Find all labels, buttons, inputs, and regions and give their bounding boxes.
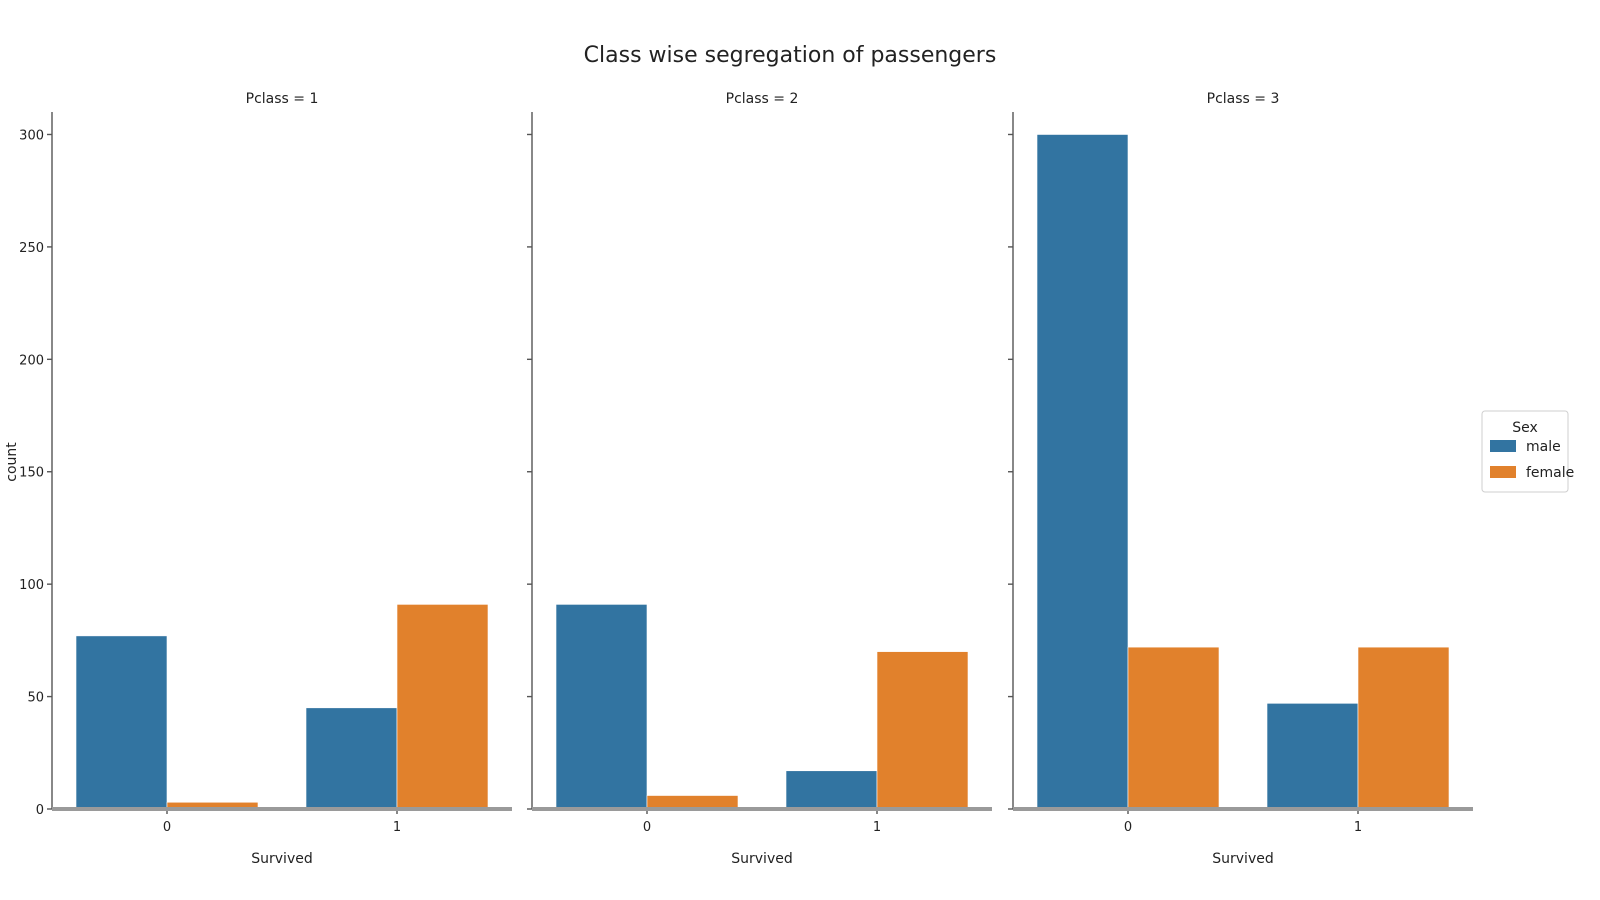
panel-pclass-1: Pclass = 1 0 50 100 150 200 250 300 0 1 Survived	[19, 91, 512, 867]
x-tick-label: 0	[1124, 820, 1132, 835]
bar-female-survived-1	[396, 604, 489, 810]
legend-label-male: male	[1526, 439, 1561, 455]
bar-male-survived-0	[75, 635, 168, 810]
bar-female-survived-0	[1127, 646, 1220, 810]
chart-title: Class wise segregation of passengers	[584, 43, 997, 68]
bar-male-survived-1	[305, 707, 398, 810]
y-tick-label: 100	[19, 578, 44, 593]
panel-pclass-3: Pclass = 3 0 1 Survived	[1008, 91, 1473, 867]
bar-male-survived-0	[555, 604, 648, 810]
legend-label-female: female	[1526, 465, 1574, 481]
y-tick-label: 200	[19, 353, 44, 368]
bar-male-survived-1	[785, 770, 878, 810]
panel-title: Pclass = 2	[726, 91, 799, 107]
legend-title: Sex	[1512, 420, 1538, 436]
legend-swatch-male	[1490, 440, 1516, 452]
bar-female-survived-0	[646, 795, 739, 810]
bar-male-survived-0	[1036, 134, 1129, 810]
x-tick-label: 1	[1354, 820, 1362, 835]
legend-swatch-female	[1490, 466, 1516, 478]
y-tick-label: 150	[19, 466, 44, 481]
x-axis-label: Survived	[1212, 851, 1273, 867]
bar-female-survived-1	[876, 651, 969, 810]
y-tick-label: 300	[19, 128, 44, 143]
x-axis-label: Survived	[251, 851, 312, 867]
y-tick-label: 250	[19, 241, 44, 256]
panel-title: Pclass = 3	[1207, 91, 1280, 107]
x-tick-label: 1	[393, 820, 401, 835]
y-tick-label: 50	[27, 691, 44, 706]
y-axis-label: count	[4, 442, 20, 482]
y-tick-label: 0	[36, 803, 44, 818]
x-tick-label: 1	[873, 820, 881, 835]
bar-male-survived-1	[1266, 703, 1359, 810]
panel-pclass-2: Pclass = 2 0 1 Survived	[527, 91, 992, 867]
panel-title: Pclass = 1	[246, 91, 319, 107]
x-tick-label: 0	[643, 820, 651, 835]
bar-female-survived-1	[1357, 646, 1450, 810]
x-axis-label: Survived	[731, 851, 792, 867]
legend: Sex male female	[1481, 410, 1574, 493]
x-tick-label: 0	[163, 820, 171, 835]
